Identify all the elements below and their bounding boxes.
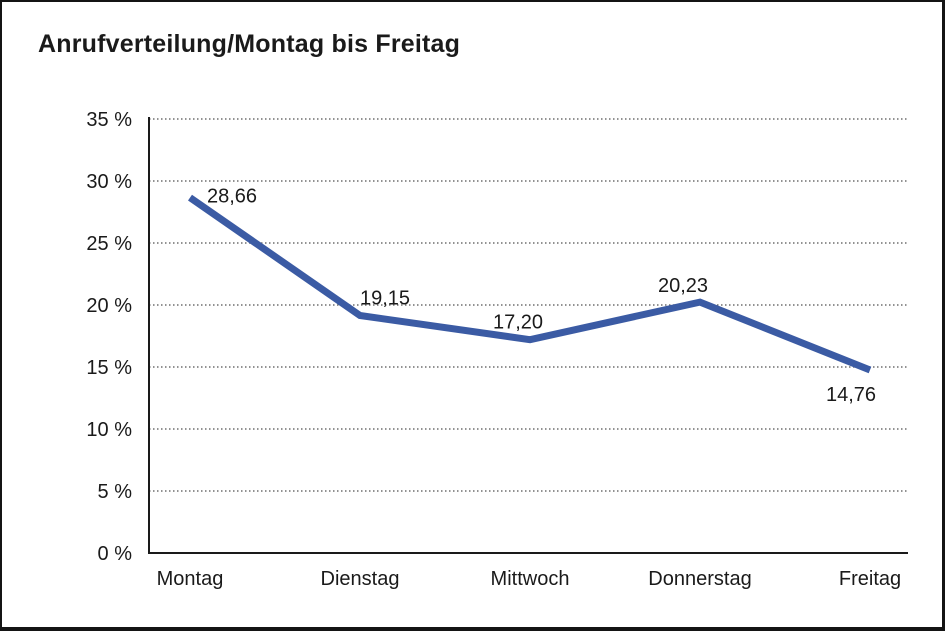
- x-tick-label: Montag: [157, 568, 224, 590]
- y-tick-label: 30 %: [86, 171, 132, 193]
- x-tick-label: Freitag: [839, 568, 901, 590]
- data-point-label: 28,66: [207, 186, 257, 208]
- chart-title: Anrufverteilung/Montag bis Freitag: [38, 30, 461, 58]
- y-tick-label: 5 %: [98, 481, 133, 503]
- series-line: [188, 194, 872, 374]
- x-tick-label: Donnerstag: [648, 568, 751, 590]
- x-tick-label: Dienstag: [321, 568, 400, 590]
- y-tick-label: 10 %: [86, 419, 132, 441]
- x-tick-label: Mittwoch: [491, 568, 570, 590]
- data-point-label: 20,23: [658, 275, 708, 297]
- y-tick-label: 15 %: [86, 357, 132, 379]
- y-tick-label: 20 %: [86, 295, 132, 317]
- data-point-label: 14,76: [826, 384, 876, 406]
- data-point-label: 17,20: [493, 312, 543, 334]
- y-tick-label: 35 %: [86, 109, 132, 131]
- y-tick-label: 0 %: [98, 543, 133, 565]
- data-point-label: 19,15: [360, 288, 410, 310]
- y-tick-label: 25 %: [86, 233, 132, 255]
